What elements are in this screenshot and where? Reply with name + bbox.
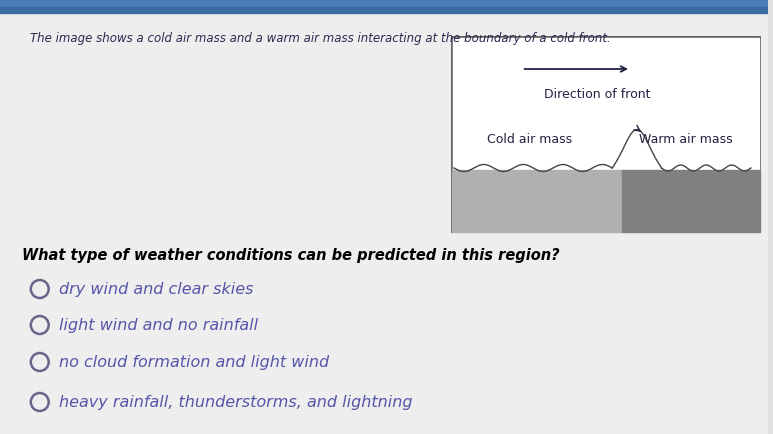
Text: Cold air mass: Cold air mass: [486, 133, 572, 145]
Text: Warm air mass: Warm air mass: [639, 133, 733, 145]
Text: light wind and no rainfall: light wind and no rainfall: [59, 318, 257, 333]
Bar: [0, 0, 768, 8]
Bar: [0, 8, 768, 14]
Text: heavy rainfall, thunderstorms, and lightning: heavy rainfall, thunderstorms, and light…: [59, 395, 412, 410]
Bar: [621, 171, 760, 233]
Text: Direction of front: Direction of front: [543, 88, 650, 101]
Text: The image shows a cold air mass and a warm air mass interacting at the boundary : The image shows a cold air mass and a wa…: [30, 32, 611, 45]
Text: What type of weather conditions can be predicted in this region?: What type of weather conditions can be p…: [22, 247, 560, 263]
Bar: [452, 171, 621, 233]
Text: dry wind and clear skies: dry wind and clear skies: [59, 282, 253, 297]
Bar: [452, 38, 760, 233]
Text: no cloud formation and light wind: no cloud formation and light wind: [59, 355, 329, 370]
Bar: [453, 39, 759, 171]
